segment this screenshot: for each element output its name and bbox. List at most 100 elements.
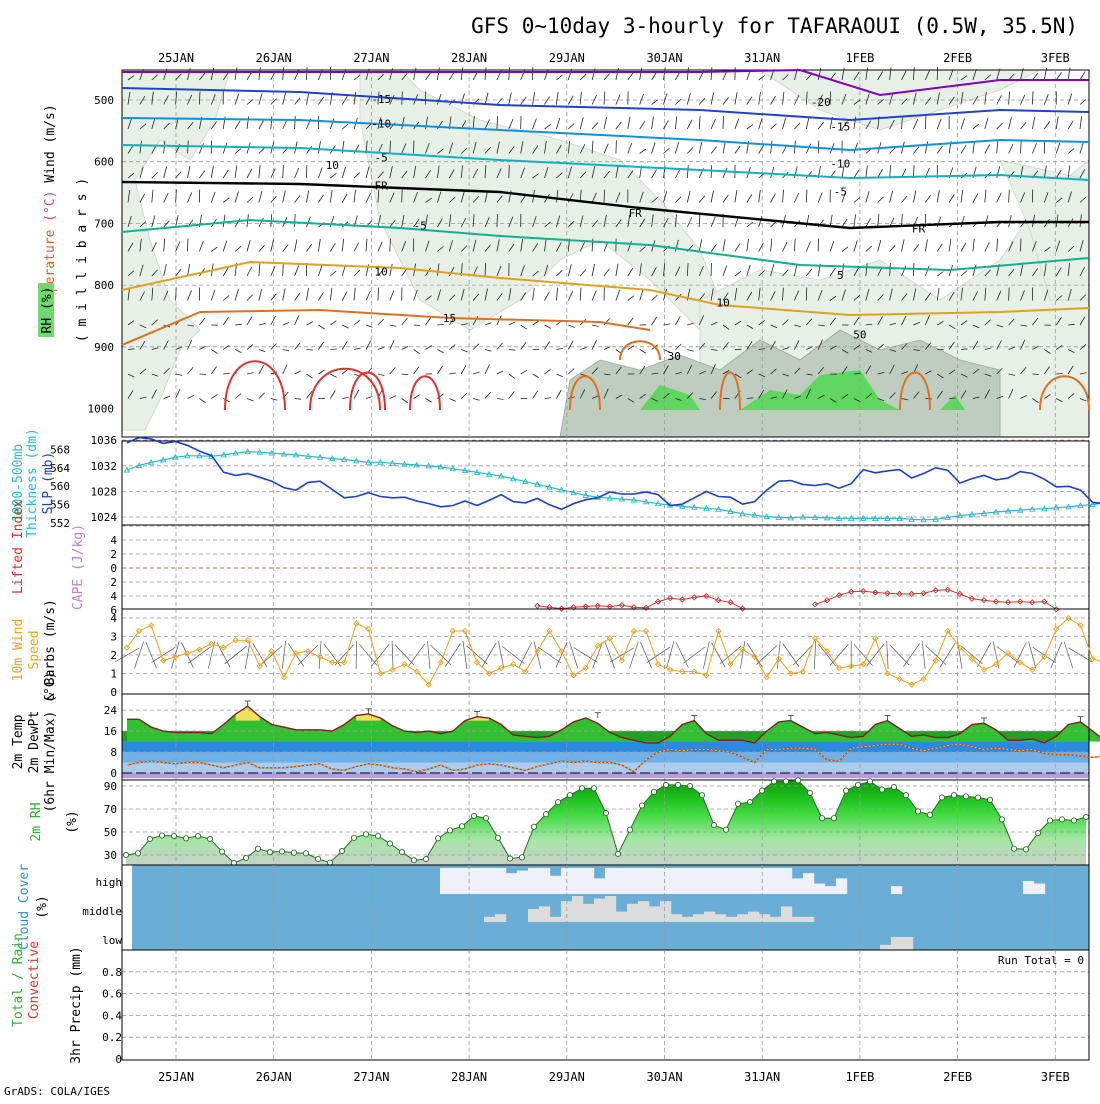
wind-barb [497, 399, 504, 400]
wind-barb [152, 172, 158, 178]
wind-barb [509, 67, 510, 80]
wind-barb [354, 75, 360, 80]
wind-barb [342, 124, 348, 129]
pressure-tick: 800 [94, 279, 114, 292]
wind-barb [699, 196, 705, 203]
wind-barb [390, 264, 392, 276]
wind-barb [1032, 143, 1036, 153]
wind-barb [937, 244, 942, 252]
wind-barb [723, 266, 727, 277]
wind-barb [307, 146, 312, 153]
run-total-label: Run Total = 0 [998, 954, 1084, 967]
temp-label: (6hr Min/Max) (°C) [43, 672, 58, 813]
rh-marker [207, 836, 212, 841]
wind-barb [295, 315, 299, 325]
rh-marker [147, 836, 152, 841]
wind-barb [925, 195, 930, 202]
wind-barb [699, 142, 702, 154]
wind-barb [461, 67, 463, 80]
wind-barb [842, 247, 848, 252]
wind-barb [616, 141, 617, 154]
rh-marker [999, 817, 1004, 822]
surface-wind-barb [146, 642, 157, 668]
rh-tick: 30 [104, 849, 117, 862]
wind-barb [1009, 92, 1010, 105]
precip-axis-label: 3hr Precip (mm) [69, 946, 84, 1063]
wind-barb [902, 240, 905, 252]
wind-barb [247, 169, 252, 178]
wind-barb [259, 148, 265, 154]
wind-barb [687, 120, 692, 129]
date-label-top: 30JAN [646, 51, 682, 65]
wind-barb [188, 290, 192, 300]
rh-marker [351, 835, 356, 840]
wind-barb [223, 170, 228, 178]
wind-barb [164, 166, 167, 178]
slp-tick: 1024 [91, 511, 118, 524]
wind-barb [533, 391, 538, 399]
wind-barb [771, 194, 776, 203]
surface-wind-barb [777, 641, 780, 669]
cloud-cell [594, 899, 605, 922]
date-label-bottom: 29JAN [549, 1070, 585, 1084]
isotherm-label: 5 [837, 269, 844, 282]
wind-barb [545, 97, 550, 105]
wind-barb [247, 240, 250, 251]
cloud-cell [682, 868, 693, 894]
wind-barb [461, 350, 467, 353]
wind-barb [378, 374, 385, 376]
isotherm-label: -5 [834, 185, 847, 198]
wind-barb [235, 121, 240, 129]
cloud-cell [1023, 881, 1034, 894]
wind-barb [259, 350, 265, 352]
wind-barb [295, 266, 299, 276]
wind-barb [759, 243, 764, 252]
wind-barb [1068, 68, 1070, 80]
precip-tick: 0 [115, 1053, 122, 1066]
wind-barb [354, 320, 360, 325]
wind-barb [426, 73, 431, 81]
wind-barb [318, 325, 324, 329]
wind-barb [806, 269, 812, 276]
slp-tick: 1028 [91, 485, 118, 498]
wind-barb [307, 92, 309, 104]
wind-barb [604, 74, 610, 81]
wind-barb [247, 317, 252, 325]
wind-barb [402, 399, 408, 403]
wind-barb [711, 147, 717, 154]
rh-marker [399, 850, 404, 855]
wind-barb [342, 69, 346, 80]
wind-barb [259, 263, 260, 276]
wind-barb [723, 141, 725, 153]
cloud-cell [693, 914, 704, 922]
rh-marker [639, 803, 644, 808]
wind-barb [568, 369, 574, 375]
wind-barb [545, 342, 550, 350]
temp-tick: 0 [110, 767, 117, 780]
wind-barb [771, 167, 774, 178]
rh-contour-label: 10 [326, 159, 339, 172]
pressure-tick: 900 [94, 341, 114, 354]
wind-barb [759, 92, 761, 105]
wind-barb [699, 240, 702, 252]
wind-label: Speed [27, 630, 42, 669]
rh-marker [531, 824, 536, 829]
wind-barb [449, 72, 454, 80]
wind-barb [259, 289, 262, 301]
rh-marker [795, 778, 800, 783]
wind-barb [295, 168, 299, 178]
wind-barb [259, 393, 265, 399]
wind-barb [473, 399, 479, 401]
rh-marker [1071, 818, 1076, 823]
wind-barb [390, 325, 397, 326]
wind-barb [687, 218, 691, 228]
wind-barb [592, 264, 595, 276]
wind-barb [1009, 117, 1012, 129]
precip-tick: 0.6 [102, 988, 122, 1001]
wind-label: 10m Wind [11, 619, 26, 682]
wind-barb [414, 350, 420, 354]
cloud-cell [737, 914, 748, 922]
cloud-cell [627, 904, 638, 922]
isotherm-label: 10 [375, 266, 388, 279]
